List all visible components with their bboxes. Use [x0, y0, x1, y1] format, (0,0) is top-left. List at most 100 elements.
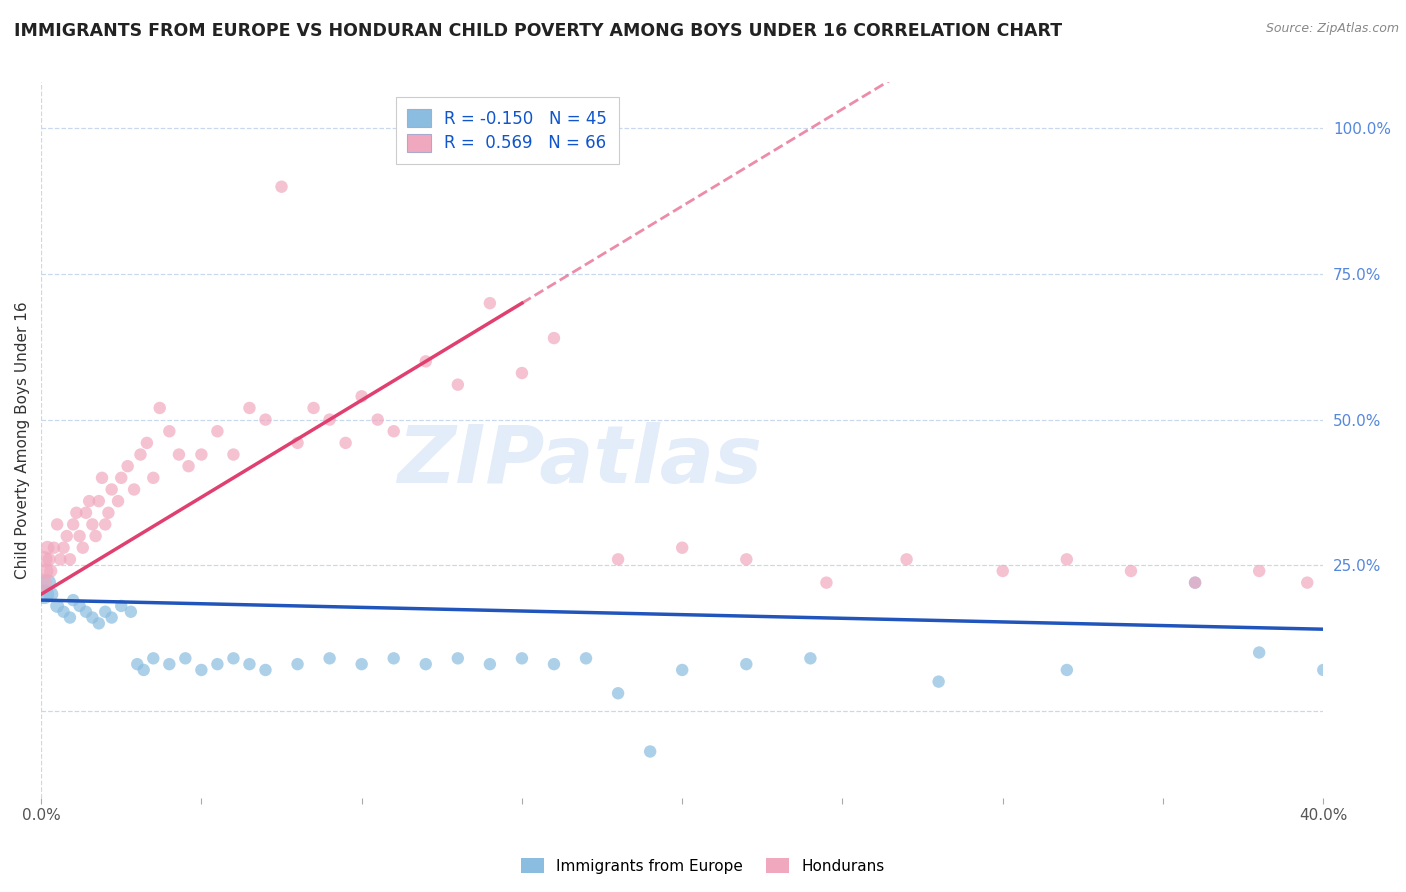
Point — [735, 552, 758, 566]
Point — [42, 541, 65, 555]
Point — [174, 651, 197, 665]
Point — [91, 471, 114, 485]
Point — [62, 593, 84, 607]
Point — [94, 517, 117, 532]
Legend: R = -0.150   N = 45, R =  0.569   N = 66: R = -0.150 N = 45, R = 0.569 N = 66 — [395, 97, 619, 164]
Point — [1184, 575, 1206, 590]
Point — [142, 651, 165, 665]
Point — [1296, 575, 1319, 590]
Point — [34, 587, 56, 601]
Point — [1249, 646, 1271, 660]
Point — [478, 657, 501, 672]
Point — [149, 401, 172, 415]
Point — [110, 471, 132, 485]
Point — [72, 541, 94, 555]
Point — [287, 657, 309, 672]
Point — [100, 483, 122, 497]
Point — [671, 541, 693, 555]
Point — [157, 657, 180, 672]
Point — [167, 448, 190, 462]
Point — [75, 605, 97, 619]
Point — [49, 552, 72, 566]
Point — [37, 541, 59, 555]
Point — [335, 436, 357, 450]
Point — [815, 575, 838, 590]
Point — [270, 179, 292, 194]
Point — [110, 599, 132, 613]
Text: ZIPatlas: ZIPatlas — [396, 423, 762, 500]
Point — [177, 459, 200, 474]
Point — [254, 663, 277, 677]
Point — [638, 744, 661, 758]
Point — [222, 651, 245, 665]
Point — [447, 651, 470, 665]
Point — [82, 517, 104, 532]
Point — [34, 552, 56, 566]
Point — [135, 436, 157, 450]
Point — [415, 354, 437, 368]
Point — [87, 494, 110, 508]
Point — [222, 448, 245, 462]
Point — [38, 552, 60, 566]
Point — [238, 657, 260, 672]
Point — [52, 605, 75, 619]
Point — [46, 517, 69, 532]
Point — [382, 424, 405, 438]
Point — [207, 657, 229, 672]
Point — [37, 575, 59, 590]
Point — [69, 529, 91, 543]
Point — [238, 401, 260, 415]
Point — [928, 674, 950, 689]
Point — [117, 459, 139, 474]
Point — [59, 610, 82, 624]
Point — [39, 564, 62, 578]
Point — [75, 506, 97, 520]
Point — [87, 616, 110, 631]
Point — [318, 651, 340, 665]
Point — [127, 657, 149, 672]
Point — [350, 657, 373, 672]
Point — [302, 401, 325, 415]
Point — [382, 651, 405, 665]
Point — [1184, 575, 1206, 590]
Point — [129, 448, 152, 462]
Point — [82, 610, 104, 624]
Point — [107, 494, 129, 508]
Point — [31, 575, 53, 590]
Point — [1056, 552, 1078, 566]
Point — [367, 412, 389, 426]
Point — [77, 494, 100, 508]
Text: Source: ZipAtlas.com: Source: ZipAtlas.com — [1265, 22, 1399, 36]
Point — [799, 651, 821, 665]
Point — [510, 651, 533, 665]
Point — [55, 529, 77, 543]
Point — [35, 564, 58, 578]
Y-axis label: Child Poverty Among Boys Under 16: Child Poverty Among Boys Under 16 — [15, 301, 30, 579]
Text: IMMIGRANTS FROM EUROPE VS HONDURAN CHILD POVERTY AMONG BOYS UNDER 16 CORRELATION: IMMIGRANTS FROM EUROPE VS HONDURAN CHILD… — [14, 22, 1062, 40]
Point — [190, 663, 212, 677]
Point — [543, 657, 565, 672]
Point — [1329, 564, 1351, 578]
Point — [607, 552, 630, 566]
Point — [65, 506, 87, 520]
Point — [122, 483, 145, 497]
Point — [318, 412, 340, 426]
Point — [1312, 663, 1334, 677]
Point — [157, 424, 180, 438]
Point — [415, 657, 437, 672]
Point — [52, 541, 75, 555]
Point — [59, 552, 82, 566]
Point — [97, 506, 120, 520]
Point — [84, 529, 107, 543]
Point — [575, 651, 598, 665]
Point — [896, 552, 918, 566]
Point — [991, 564, 1014, 578]
Point — [142, 471, 165, 485]
Point — [132, 663, 155, 677]
Point — [350, 389, 373, 403]
Point — [478, 296, 501, 310]
Point — [447, 377, 470, 392]
Point — [671, 663, 693, 677]
Point — [287, 436, 309, 450]
Point — [510, 366, 533, 380]
